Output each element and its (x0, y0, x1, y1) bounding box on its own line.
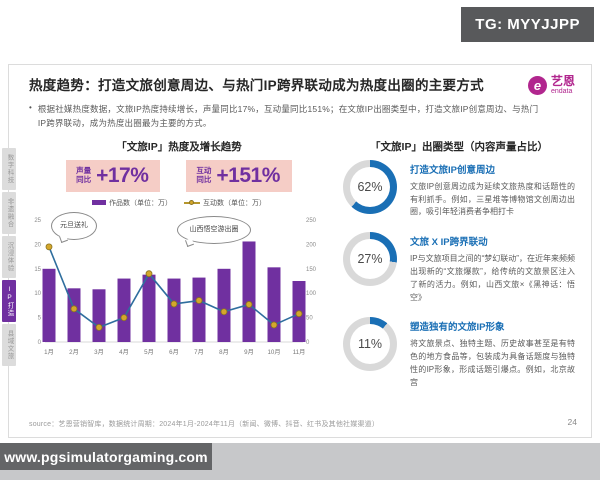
svg-text:11月: 11月 (293, 349, 306, 356)
svg-text:10月: 10月 (267, 349, 280, 356)
donut-percent: 62% (357, 179, 383, 194)
page-number: 24 (567, 417, 577, 427)
svg-text:50: 50 (306, 315, 313, 321)
svg-text:10: 10 (34, 291, 41, 297)
svg-text:15: 15 (34, 267, 41, 273)
svg-text:0: 0 (38, 340, 42, 346)
sidebar-item[interactable]: 沉浸体验 (2, 236, 16, 278)
svg-text:9月: 9月 (244, 349, 254, 356)
stat-interaction-value: +151% (216, 163, 280, 187)
logo-en-text: endata (550, 88, 573, 95)
outcircle-item-title: 塑造独有的文旅IP形象 (410, 322, 505, 334)
sidebar-item[interactable]: 非遗融合 (2, 192, 16, 234)
legend-item: 作品数（单位：万） (92, 198, 172, 208)
svg-text:6月: 6月 (169, 349, 179, 356)
svg-text:2月: 2月 (69, 349, 79, 356)
svg-text:100: 100 (306, 291, 317, 297)
stat-voice-value: +17% (96, 163, 149, 187)
svg-text:3月: 3月 (94, 349, 104, 356)
watermark-box: www.pgsimulatorgaming.com (0, 443, 212, 470)
stat-label-line1: 互动 (196, 166, 212, 176)
stat-label-line2: 同比 (76, 174, 92, 184)
legend-item: 互动数（单位：万） (184, 198, 266, 208)
bar-swatch-icon (92, 200, 106, 206)
outcircle-item-desc: 将文旅景点、独特主题、历史故事甚至是有特色的地方食品等，包装成为具备话题度与独特… (410, 339, 575, 387)
svg-text:8月: 8月 (219, 349, 229, 356)
annotation-wukong: 山西悟空游出圈 (177, 215, 251, 244)
bottom-strip: www.pgsimulatorgaming.com (0, 443, 600, 480)
summary-bullet: • 根据社媒热度数据，文旅IP热度持续增长，声量同比17%，互动量同比151%；… (29, 102, 575, 131)
bullet-icon: • (29, 103, 32, 112)
outcircle-item: 62% 打造文旅IP创意周边 文旅IP创意周边成为延续文旅热度和话题性的有利抓手… (343, 159, 575, 219)
logo-cn-text: 艺恩 (550, 74, 575, 88)
stat-boxes: 声量 同比 +17% 互动 同比 +151% (29, 159, 329, 192)
svg-text:25: 25 (34, 218, 41, 224)
outcircle-item-title: 文旅 X IP跨界联动 (410, 237, 488, 249)
chart-legend: 作品数（单位：万） 互动数（单位：万） (29, 198, 329, 208)
svg-text:20: 20 (34, 242, 41, 248)
line-marker-icon (184, 199, 200, 205)
annotation-new-year-gift: 元旦送礼 (51, 211, 97, 240)
legend-label: 互动数（单位：万） (203, 199, 266, 207)
watermark-url[interactable]: www.pgsimulatorgaming.com (4, 448, 208, 465)
outcircle-title: 「文旅IP」出圈类型（内容声量占比） (370, 140, 548, 153)
outcircle-item-desc: 文旅IP创意周边成为延续文旅热度和话题性的有利抓手。例如，三星堆等博物馆文创周边… (410, 181, 575, 217)
source-note: source：艺恩营销智库，数据统计周期：2024年1月-2024年11月（新闻… (29, 421, 380, 428)
svg-text:0: 0 (306, 340, 310, 346)
summary-text: 根据社媒热度数据，文旅IP热度持续增长，声量同比17%，互动量同比151%；在文… (37, 104, 539, 129)
outcircle-panel: 「文旅IP」出圈类型（内容声量占比） 62% 打造文旅IP创意周边 文旅IP创意… (329, 135, 575, 390)
sidebar-item-active[interactable]: IP打造 (2, 280, 16, 322)
legend-label: 作品数（单位：万） (109, 199, 172, 207)
svg-text:1月: 1月 (44, 349, 54, 356)
svg-text:200: 200 (306, 242, 317, 248)
svg-text:4月: 4月 (119, 349, 129, 356)
svg-text:250: 250 (306, 218, 317, 224)
donut-percent: 27% (357, 252, 383, 267)
stat-interaction-yoy: 互动 同比 +151% (186, 159, 292, 192)
donut-chart: 62% (343, 159, 397, 214)
stat-voice-yoy: 声量 同比 +17% (66, 159, 161, 192)
stat-label-line2: 同比 (196, 174, 212, 184)
svg-text:5: 5 (38, 315, 42, 321)
stat-label-line1: 声量 (76, 166, 92, 176)
svg-text:150: 150 (306, 267, 317, 273)
slide-content: 「文旅IP」热度及增长趋势 声量 同比 +17% 互动 同比 +151% (29, 135, 575, 390)
svg-text:5月: 5月 (144, 349, 154, 356)
outcircle-item: 27% 文旅 X IP跨界联动 IP与文旅项目之间的“梦幻联动”，在近年来频频出… (343, 232, 575, 304)
endata-logo: e 艺恩 endata (527, 74, 575, 95)
tg-badge: TG: MYYJJPP (461, 7, 594, 42)
endata-logo-icon: e (527, 75, 547, 95)
donut-chart: 27% (343, 232, 397, 287)
donut-chart: 11% (343, 317, 397, 372)
chart-title: 「文旅IP」热度及增长趋势 (116, 140, 242, 153)
combo-chart: 元旦送礼 山西悟空游出圈 0 5 10 15 20 25 0 50 100 150 200 250 1月… (29, 211, 321, 364)
donut-percent: 11% (357, 337, 383, 352)
outcircle-item-desc: IP与文旅项目之间的“梦幻联动”，在近年来频频出现新的“文旅爆款”，给传统的文旅… (410, 254, 575, 302)
sidebar: 数字科技非遗融合沉浸体验 IP打造县域文旅 (2, 148, 16, 366)
sidebar-item[interactable]: 县域文旅 (2, 324, 16, 366)
outcircle-list: 62% 打造文旅IP创意周边 文旅IP创意周边成为延续文旅热度和话题性的有利抓手… (343, 159, 575, 390)
sidebar-item[interactable]: 数字科技 (2, 148, 16, 190)
outcircle-item-title: 打造文旅IP创意周边 (410, 164, 495, 176)
heat-trend-panel: 「文旅IP」热度及增长趋势 声量 同比 +17% 互动 同比 +151% (29, 135, 329, 390)
page-title: 热度趋势：打造文旅创意周边、与热门IP跨界联动成为热度出圈的主要方式 (29, 78, 484, 93)
outcircle-item: 11% 塑造独有的文旅IP形象 将文旅景点、独特主题、历史故事甚至是有特色的地方… (343, 317, 575, 389)
svg-text:7月: 7月 (194, 349, 204, 356)
slide-card: 热度趋势：打造文旅创意周边、与热门IP跨界联动成为热度出圈的主要方式 e 艺恩 … (8, 64, 592, 438)
slide-header: 热度趋势：打造文旅创意周边、与热门IP跨界联动成为热度出圈的主要方式 e 艺恩 … (29, 74, 575, 95)
